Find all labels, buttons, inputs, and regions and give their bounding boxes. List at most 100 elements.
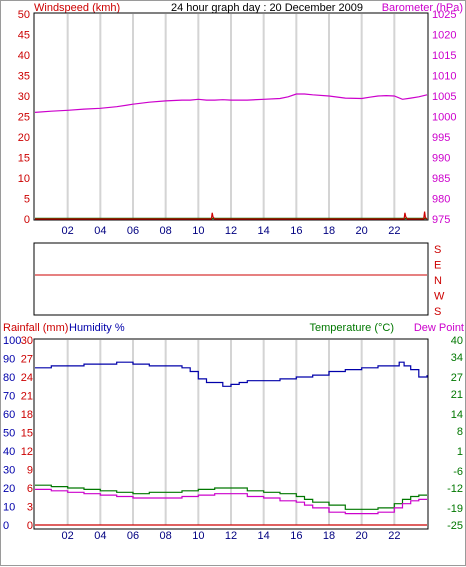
rain-tick-24: 24 — [21, 372, 33, 384]
rht-x-tick-08: 08 — [160, 530, 172, 542]
rht-x-tick-14: 14 — [258, 530, 270, 542]
wind-baro-x-tick-02: 02 — [62, 225, 74, 237]
humidity-tick-20: 20 — [3, 483, 15, 495]
series-temperature — [35, 484, 427, 510]
windspeed-tick-40: 40 — [18, 50, 30, 62]
windspeed-axis-title: Windspeed (kmh) — [34, 2, 120, 14]
direction-label-2: N — [434, 275, 442, 287]
temperature-axis-title: Temperature (°C) — [310, 322, 394, 334]
windspeed-tick-35: 35 — [18, 71, 30, 83]
rain-tick-27: 27 — [21, 354, 33, 366]
windspeed-tick-45: 45 — [18, 30, 30, 42]
wind-baro-x-tick-14: 14 — [258, 225, 270, 237]
windspeed-tick-10: 10 — [18, 173, 30, 185]
humidity-tick-0: 0 — [3, 520, 9, 532]
series-barometer — [34, 93, 428, 113]
rht-x-tick-18: 18 — [323, 530, 335, 542]
temp-tick-40: 40 — [451, 335, 463, 347]
temp-tick-1: 1 — [457, 446, 463, 458]
windspeed-tick-25: 25 — [18, 112, 30, 124]
wind-baro-x-tick-10: 10 — [192, 225, 204, 237]
barometer-tick-1015: 1015 — [432, 50, 456, 62]
humidity-tick-10: 10 — [3, 502, 15, 514]
windspeed-tick-20: 20 — [18, 132, 30, 144]
wind-baro-x-tick-20: 20 — [356, 225, 368, 237]
humidity-tick-70: 70 — [3, 391, 15, 403]
rht-x-tick-12: 12 — [225, 530, 237, 542]
wind-baro-x-tick-18: 18 — [323, 225, 335, 237]
barometer-tick-1000: 1000 — [432, 112, 456, 124]
rht-x-tick-22: 22 — [388, 530, 400, 542]
rain-tick-6: 6 — [27, 483, 33, 495]
windspeed-tick-30: 30 — [18, 91, 30, 103]
wind-baro-x-tick-16: 16 — [290, 225, 302, 237]
direction-label-4: S — [434, 306, 441, 318]
windspeed-tick-0: 0 — [24, 214, 30, 226]
direction-label-0: S — [434, 244, 441, 256]
rain-tick-18: 18 — [21, 409, 33, 421]
dewpoint-axis-title: Dew Point — [414, 322, 464, 334]
temp-tick-34: 34 — [451, 352, 463, 364]
rht-x-tick-02: 02 — [62, 530, 74, 542]
barometer-tick-990: 990 — [432, 153, 450, 165]
barometer-tick-975: 975 — [432, 214, 450, 226]
windspeed-tick-15: 15 — [18, 153, 30, 165]
chart-title: 24 hour graph day : 20 December 2009 — [171, 2, 363, 14]
direction-label-3: W — [434, 291, 445, 303]
series-dew-point — [35, 488, 427, 515]
humidity-tick-40: 40 — [3, 446, 15, 458]
rain-tick-12: 12 — [21, 446, 33, 458]
rht-x-tick-16: 16 — [290, 530, 302, 542]
wind-baro-x-tick-08: 08 — [160, 225, 172, 237]
wind-baro-x-tick-06: 06 — [127, 225, 139, 237]
temp-tick--19: -19 — [447, 503, 463, 515]
barometer-tick-980: 980 — [432, 194, 450, 206]
direction-label-1: E — [434, 260, 441, 272]
temp-tick-21: 21 — [451, 389, 463, 401]
temp-tick-8: 8 — [457, 426, 463, 438]
temp-tick--25: -25 — [447, 520, 463, 532]
rainfall-axis-title: Rainfall (mm) — [3, 322, 68, 334]
wind-baro-x-tick-04: 04 — [94, 225, 106, 237]
humidity-tick-90: 90 — [3, 354, 15, 366]
temp-tick-14: 14 — [451, 409, 463, 421]
temp-tick-27: 27 — [451, 372, 463, 384]
rain-tick-30: 30 — [21, 335, 33, 347]
direction-plot-frame — [33, 242, 429, 316]
rht-x-tick-04: 04 — [94, 530, 106, 542]
rain-tick-9: 9 — [27, 465, 33, 477]
series-lines — [34, 93, 428, 526]
humidity-tick-100: 100 — [3, 335, 21, 347]
wind-baro-plot-frame — [33, 12, 429, 221]
temp-tick--12: -12 — [447, 483, 463, 495]
rht-x-tick-20: 20 — [356, 530, 368, 542]
barometer-tick-985: 985 — [432, 173, 450, 185]
gridlines — [66, 14, 396, 525]
rain-tick-21: 21 — [21, 391, 33, 403]
barometer-tick-1010: 1010 — [432, 71, 456, 83]
humidity-tick-30: 30 — [3, 465, 15, 477]
rain-tick-15: 15 — [21, 428, 33, 440]
wind-baro-x-tick-22: 22 — [388, 225, 400, 237]
tick-labels: 02 04 06 08 10 12 14 16 18 20 22051015202530354045… — [3, 9, 463, 542]
barometer-tick-1025: 1025 — [432, 9, 456, 21]
humidity-tick-80: 80 — [3, 372, 15, 384]
windspeed-tick-50: 50 — [18, 9, 30, 21]
barometer-axis-title: Barometer (hPa) — [382, 2, 463, 14]
humidity-tick-60: 60 — [3, 409, 15, 421]
barometer-tick-1020: 1020 — [432, 30, 456, 42]
rain-tick-0: 0 — [27, 520, 33, 532]
series-windspeed — [35, 211, 428, 220]
rht-x-tick-10: 10 — [192, 530, 204, 542]
rht-x-tick-06: 06 — [127, 530, 139, 542]
barometer-tick-995: 995 — [432, 132, 450, 144]
windspeed-tick-5: 5 — [24, 194, 30, 206]
series-humidity — [35, 361, 428, 387]
wind-baro-x-tick-12: 12 — [225, 225, 237, 237]
humidity-tick-50: 50 — [3, 428, 15, 440]
rain-hum-temp-plot-frame — [33, 338, 429, 530]
humidity-axis-title: Humidity % — [69, 322, 125, 334]
barometer-tick-1005: 1005 — [432, 91, 456, 103]
